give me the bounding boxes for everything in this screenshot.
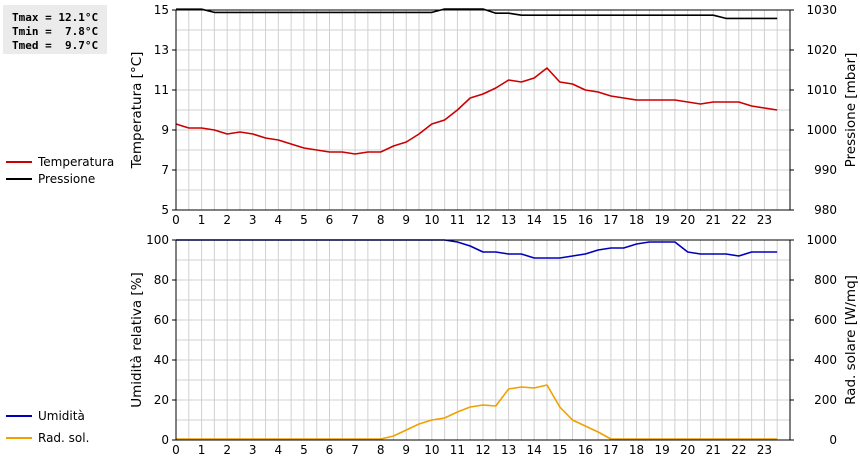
x-tick-label: 14: [527, 213, 542, 227]
legend-label-temperatura: Temperatura: [38, 155, 115, 169]
x-tick-label: 22: [731, 443, 746, 457]
series-line-temperatura: [175, 67, 778, 155]
legend-swatch-pressione: [6, 178, 32, 180]
y-tick-label: 15: [154, 3, 169, 17]
x-tick-label: 13: [501, 443, 516, 457]
stat-tmax: Tmax = 12.1°C: [12, 11, 99, 24]
legend-swatch-radsol: [6, 437, 32, 439]
legend-label-pressione: Pressione: [38, 172, 96, 186]
x-tick-label: 23: [757, 213, 772, 227]
series-line-umidit-: [176, 239, 778, 259]
x-tick-label: 19: [654, 213, 669, 227]
y2-tick-label: 400: [814, 353, 837, 367]
legend-swatch-umidita: [6, 415, 32, 417]
x-tick-label: 21: [706, 213, 721, 227]
plot-frame: [175, 239, 791, 441]
y2-tick-label: 1030: [806, 3, 837, 17]
y-tick-label: 80: [154, 273, 169, 287]
y2-tick-label: 1000: [806, 233, 837, 247]
y2-tick-label: 800: [814, 273, 837, 287]
y-tick-label: 100: [146, 233, 169, 247]
x-tick-label: 20: [680, 443, 695, 457]
y-tick-label: 7: [161, 163, 169, 177]
x-tick-label: 7: [351, 443, 359, 457]
x-tick-label: 2: [223, 443, 231, 457]
chart-panel-1: 0 1 2 3 4 5 6 7 8 9 10 11 12 13 14 15 16 17 18 19 20 21 22 2302…: [129, 233, 859, 457]
legend-label-radsol: Rad. sol.: [38, 431, 90, 445]
x-tick-label: 22: [731, 213, 746, 227]
x-tick-label: 19: [654, 443, 669, 457]
x-tick-label: 17: [603, 213, 618, 227]
x-tick-label: 8: [377, 443, 385, 457]
chart-panel-0: 0 1 2 3 4 5 6 7 8 9 10 11 12 13 14 15 16 17 18 19 20 21 22 2357…: [129, 3, 859, 227]
series-line-pressione: [176, 8, 778, 20]
y2-tick-label: 990: [814, 163, 837, 177]
x-tick-label: 20: [680, 213, 695, 227]
y2-tick-label: 1020: [806, 43, 837, 57]
x-tick-label: 23: [757, 443, 772, 457]
y2-tick-label: 1010: [806, 83, 837, 97]
x-tick-label: 11: [450, 443, 465, 457]
x-tick-label: 18: [629, 213, 644, 227]
x-tick-label: 7: [351, 213, 359, 227]
y2-axis-label: Rad. solare [W/mq]: [843, 275, 859, 405]
x-tick-label: 21: [706, 443, 721, 457]
x-tick-label: 4: [275, 213, 283, 227]
x-tick-label: 16: [578, 213, 593, 227]
x-tick-label: 12: [475, 213, 490, 227]
stat-tmin: Tmin = 7.8°C: [12, 25, 99, 38]
legend-swatch-temperatura: [6, 161, 32, 163]
x-tick-label: 10: [424, 213, 439, 227]
x-tick-label: 3: [249, 213, 257, 227]
y2-tick-label: 1000: [806, 123, 837, 137]
x-tick-label: 2: [223, 213, 231, 227]
y2-tick-label: 600: [814, 313, 837, 327]
y-tick-label: 0: [161, 433, 169, 447]
x-tick-label: 10: [424, 443, 439, 457]
x-tick-label: 18: [629, 443, 644, 457]
plot-frame: [175, 9, 791, 211]
x-tick-label: 9: [402, 443, 410, 457]
y-tick-label: 11: [154, 83, 169, 97]
y2-tick-label: 980: [814, 203, 837, 217]
stat-tmed: Tmed = 9.7°C: [12, 39, 99, 52]
x-tick-label: 4: [275, 443, 283, 457]
x-tick-label: 15: [552, 213, 567, 227]
x-tick-label: 1: [198, 443, 206, 457]
series-line-rad-sol-: [176, 384, 778, 440]
x-tick-label: 5: [300, 443, 308, 457]
y-axis-label: Temperatura [°C]: [129, 52, 145, 170]
y-tick-label: 20: [154, 393, 169, 407]
x-tick-label: 0: [172, 213, 180, 227]
x-tick-label: 1: [198, 213, 206, 227]
y-axis-label: Umidità relativa [%]: [129, 272, 145, 408]
x-tick-label: 9: [402, 213, 410, 227]
y-tick-label: 13: [154, 43, 169, 57]
y-tick-label: 60: [154, 313, 169, 327]
y-tick-label: 9: [161, 123, 169, 137]
y2-axis-label: Pressione [mbar]: [843, 53, 859, 168]
x-tick-label: 17: [603, 443, 618, 457]
x-tick-label: 15: [552, 443, 567, 457]
x-tick-label: 0: [172, 443, 180, 457]
legend-label-umidita: Umidità: [38, 409, 85, 423]
x-tick-label: 16: [578, 443, 593, 457]
x-tick-label: 6: [326, 213, 334, 227]
x-tick-label: 12: [475, 443, 490, 457]
y2-tick-label: 0: [829, 433, 837, 447]
y2-tick-label: 200: [814, 393, 837, 407]
x-tick-label: 6: [326, 443, 334, 457]
x-tick-label: 14: [527, 443, 542, 457]
x-tick-label: 11: [450, 213, 465, 227]
x-tick-label: 13: [501, 213, 516, 227]
x-tick-label: 5: [300, 213, 308, 227]
x-tick-label: 8: [377, 213, 385, 227]
stats-box: Tmax = 12.1°C Tmin = 7.8°C Tmed = 9.7°C: [3, 5, 107, 54]
y-tick-label: 5: [161, 203, 169, 217]
y-tick-label: 40: [154, 353, 169, 367]
x-tick-label: 3: [249, 443, 257, 457]
